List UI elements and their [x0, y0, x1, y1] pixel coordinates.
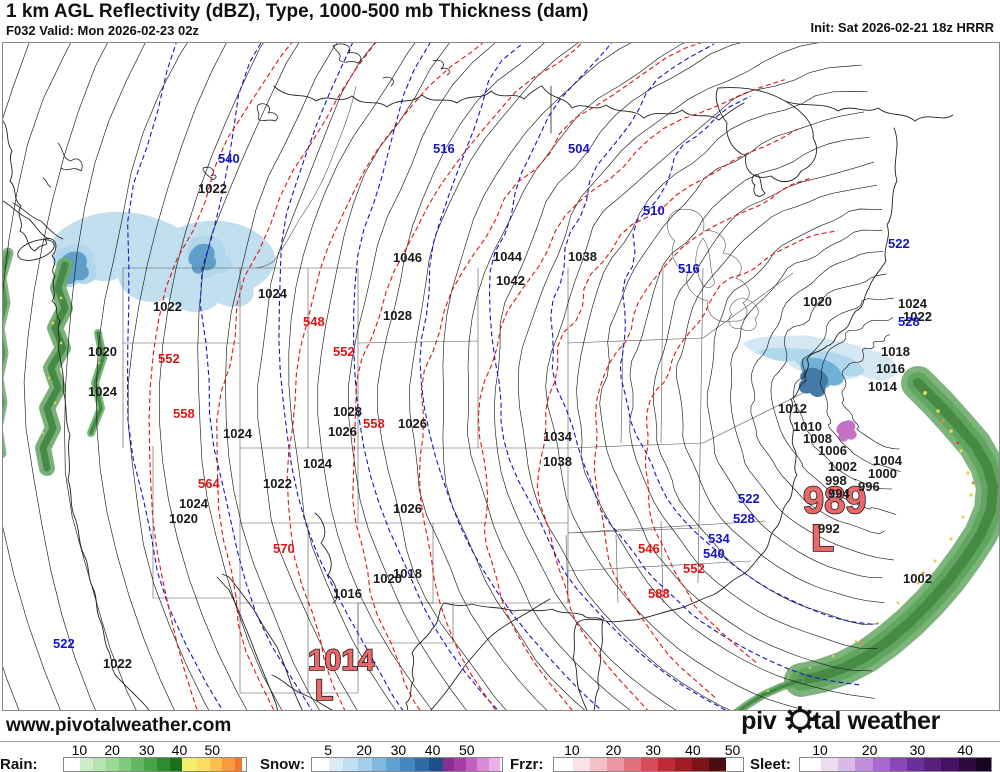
svg-text:1016: 1016 [333, 586, 362, 601]
svg-text:516: 516 [433, 141, 455, 156]
svg-text:1042: 1042 [496, 273, 525, 288]
svg-text:996: 996 [858, 479, 880, 494]
svg-text:1022: 1022 [153, 299, 182, 314]
svg-text:1028: 1028 [383, 308, 412, 323]
svg-text:528: 528 [733, 511, 755, 526]
svg-text:1020: 1020 [803, 294, 832, 309]
svg-text:1020: 1020 [373, 571, 402, 586]
svg-text:552: 552 [683, 561, 705, 576]
svg-text:558: 558 [173, 406, 195, 421]
svg-text:548: 548 [303, 314, 325, 329]
svg-text:1020: 1020 [88, 344, 117, 359]
svg-text:522: 522 [888, 236, 910, 251]
svg-text:1020: 1020 [169, 511, 198, 526]
svg-text:1006: 1006 [818, 443, 847, 458]
svg-text:1044: 1044 [493, 249, 523, 264]
svg-text:992: 992 [818, 521, 840, 536]
svg-text:1014: 1014 [868, 379, 898, 394]
svg-text:552: 552 [333, 344, 355, 359]
svg-text:1038: 1038 [568, 249, 597, 264]
svg-text:L: L [315, 674, 333, 707]
svg-text:564: 564 [198, 476, 220, 491]
svg-text:522: 522 [53, 636, 75, 651]
svg-text:1024: 1024 [258, 286, 288, 301]
svg-text:1046: 1046 [393, 250, 422, 265]
svg-text:1022: 1022 [103, 656, 132, 671]
svg-text:1016: 1016 [876, 361, 905, 376]
svg-text:552: 552 [158, 351, 180, 366]
svg-text:516: 516 [678, 261, 700, 276]
svg-text:1002: 1002 [828, 459, 857, 474]
svg-text:510: 510 [643, 203, 665, 218]
svg-text:522: 522 [738, 491, 760, 506]
svg-text:1024: 1024 [303, 456, 333, 471]
svg-text:1034: 1034 [543, 429, 573, 444]
svg-text:1024: 1024 [179, 496, 209, 511]
svg-text:1026: 1026 [398, 416, 427, 431]
svg-text:546: 546 [638, 541, 660, 556]
svg-text:1026: 1026 [328, 424, 357, 439]
svg-text:540: 540 [703, 546, 725, 561]
svg-text:558: 558 [363, 416, 385, 431]
svg-text:1022: 1022 [198, 181, 227, 196]
svg-text:1026: 1026 [393, 501, 422, 516]
svg-text:528: 528 [898, 314, 920, 329]
svg-text:570: 570 [273, 541, 295, 556]
svg-text:1018: 1018 [881, 344, 910, 359]
svg-text:1024: 1024 [88, 384, 118, 399]
svg-text:1022: 1022 [263, 476, 292, 491]
svg-text:994: 994 [828, 486, 850, 501]
svg-text:1002: 1002 [903, 571, 932, 586]
svg-text:588: 588 [648, 586, 670, 601]
svg-text:piv: piv [741, 707, 777, 735]
svg-text:504: 504 [568, 141, 590, 156]
svg-text:1012: 1012 [778, 401, 807, 416]
svg-text:tal weather: tal weather [813, 707, 941, 735]
svg-text:1038: 1038 [543, 454, 572, 469]
svg-text:540: 540 [218, 151, 240, 166]
svg-text:1024: 1024 [223, 426, 253, 441]
svg-text:1014: 1014 [308, 644, 375, 677]
svg-text:534: 534 [708, 531, 730, 546]
svg-text:1028: 1028 [333, 404, 362, 419]
